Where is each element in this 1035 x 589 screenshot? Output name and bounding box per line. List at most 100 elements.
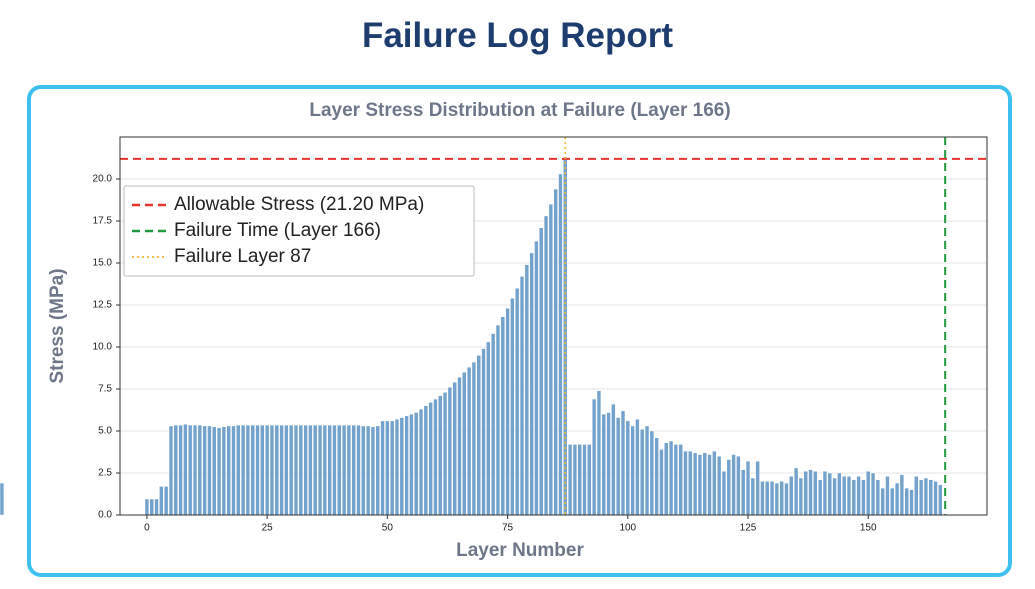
bar — [567, 444, 573, 516]
y-tick-label: 20.0 — [93, 174, 113, 185]
bar — [808, 469, 813, 516]
bar — [265, 424, 270, 516]
x-axis-label: Layer Number — [456, 540, 584, 561]
bar — [548, 203, 553, 516]
bar — [231, 425, 236, 516]
bar — [356, 424, 361, 516]
bar — [452, 382, 457, 516]
bar — [226, 425, 231, 516]
bar — [159, 486, 164, 516]
bar — [418, 408, 424, 516]
bar — [635, 419, 640, 516]
bar — [0, 482, 5, 516]
y-axis-label: Stress (MPa) — [47, 268, 68, 383]
x-tick-label: 125 — [740, 523, 757, 534]
bar — [712, 450, 717, 516]
y-tick-label: 12.5 — [93, 300, 113, 311]
bar — [505, 308, 510, 516]
bar — [664, 442, 669, 516]
bar — [491, 333, 496, 516]
bar — [221, 426, 226, 516]
legend-label: Failure Layer 87 — [174, 246, 311, 267]
bar — [255, 424, 260, 516]
bar — [164, 486, 169, 516]
bar — [361, 425, 366, 516]
bar — [308, 424, 313, 516]
bar — [322, 424, 327, 516]
bar — [856, 476, 861, 516]
bar — [592, 398, 597, 516]
bar — [928, 479, 933, 516]
bar — [774, 482, 779, 516]
y-tick-label: 5.0 — [98, 426, 112, 437]
bar — [760, 481, 765, 516]
bar — [692, 452, 698, 516]
bar — [178, 424, 183, 516]
bar — [640, 429, 645, 516]
bar — [168, 425, 174, 516]
bar — [486, 341, 491, 516]
bar — [529, 252, 534, 516]
bar — [688, 450, 693, 516]
bar — [471, 361, 477, 516]
bar — [885, 476, 890, 516]
bar — [606, 412, 611, 516]
bar — [717, 456, 722, 516]
x-tick-label: 0 — [144, 523, 150, 534]
legend-label: Allowable Stress (21.20 MPa) — [174, 194, 424, 215]
bar — [596, 390, 602, 516]
bar — [337, 424, 342, 516]
bar — [351, 424, 356, 516]
bar — [149, 498, 154, 516]
bar — [534, 240, 539, 516]
bar — [183, 424, 188, 516]
bar — [515, 288, 520, 516]
bar — [390, 420, 395, 516]
bar — [341, 424, 347, 516]
bar — [765, 481, 770, 516]
bar — [510, 298, 515, 516]
bar — [721, 471, 727, 516]
bar — [644, 425, 650, 516]
bar — [822, 471, 828, 516]
bar — [404, 415, 409, 516]
bar — [202, 425, 207, 516]
bar — [803, 471, 808, 516]
bar — [394, 419, 400, 516]
y-tick-label: 0.0 — [98, 510, 112, 521]
bar — [409, 414, 414, 516]
bar — [894, 482, 900, 516]
bar — [462, 372, 467, 516]
bar — [741, 469, 746, 516]
bar — [678, 444, 683, 516]
bar — [500, 316, 505, 516]
bar — [399, 417, 404, 516]
legend-box — [123, 185, 475, 277]
bar — [611, 403, 616, 516]
bar — [846, 476, 852, 516]
x-tick-label: 150 — [860, 523, 877, 534]
bar — [207, 425, 212, 516]
bar — [914, 476, 919, 516]
bar — [572, 444, 578, 516]
y-tick-label: 10.0 — [93, 342, 113, 353]
y-tick-label: 17.5 — [93, 216, 113, 227]
bar — [813, 471, 818, 516]
bar — [466, 366, 472, 516]
bar — [240, 424, 246, 516]
bar — [673, 444, 679, 516]
bar — [616, 417, 621, 516]
bar — [577, 444, 582, 516]
bar — [414, 412, 419, 516]
bar — [909, 489, 914, 516]
bar — [447, 387, 452, 516]
x-tick-label: 25 — [262, 523, 274, 534]
bar — [601, 414, 606, 516]
bar — [899, 474, 905, 516]
bar — [861, 479, 866, 516]
bar — [274, 424, 279, 516]
legend-label: Failure Time (Layer 166) — [174, 220, 381, 241]
bar — [539, 227, 544, 516]
bar — [543, 215, 549, 516]
bar — [923, 477, 929, 516]
